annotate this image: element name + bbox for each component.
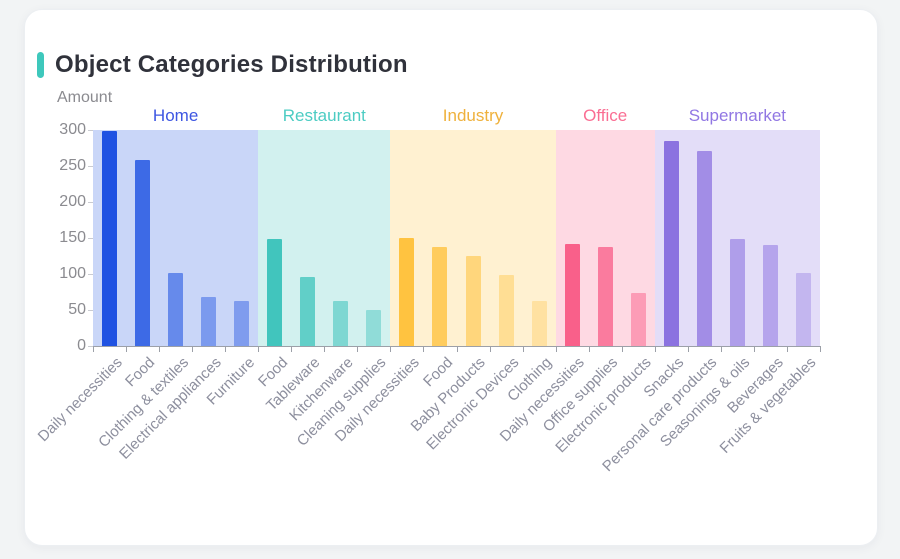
bar[interactable] bbox=[729, 239, 745, 346]
bar[interactable] bbox=[663, 140, 679, 346]
bar[interactable] bbox=[630, 292, 646, 346]
bar[interactable] bbox=[465, 256, 481, 346]
bar[interactable] bbox=[168, 272, 184, 346]
y-axis-tick bbox=[88, 202, 93, 203]
x-axis-tick bbox=[522, 346, 524, 352]
x-axis-tick bbox=[555, 346, 557, 352]
bar[interactable] bbox=[201, 297, 217, 346]
y-tick-label: 200 bbox=[59, 193, 86, 210]
x-axis-tick bbox=[93, 346, 94, 352]
x-axis-tick bbox=[588, 346, 590, 352]
x-axis-tick bbox=[159, 346, 161, 352]
x-axis-tick bbox=[192, 346, 194, 352]
group-label-industry: Industry bbox=[442, 106, 504, 125]
x-axis-tick bbox=[258, 346, 260, 352]
group-label-supermarket: Supermarket bbox=[688, 106, 787, 125]
bar[interactable] bbox=[498, 275, 514, 346]
y-axis-tick bbox=[88, 166, 93, 167]
group-label-restaurant: Restaurant bbox=[282, 106, 366, 125]
bar[interactable] bbox=[399, 238, 415, 346]
group-label-office: Office bbox=[583, 106, 628, 125]
y-axis-tick bbox=[88, 310, 93, 311]
bar[interactable] bbox=[102, 131, 118, 346]
y-axis-title: Amount bbox=[57, 89, 113, 106]
bar[interactable] bbox=[135, 160, 151, 346]
y-tick-label: 0 bbox=[77, 337, 86, 354]
x-axis-tick bbox=[357, 346, 359, 352]
bar[interactable] bbox=[267, 239, 283, 346]
y-axis-tick bbox=[88, 346, 93, 347]
x-axis-tick bbox=[820, 346, 821, 352]
chart-title: Object Categories Distribution bbox=[55, 51, 408, 78]
x-axis-tick bbox=[390, 346, 392, 352]
y-axis-tick bbox=[88, 238, 93, 239]
x-axis-tick bbox=[423, 346, 425, 352]
bar[interactable] bbox=[762, 245, 778, 346]
chart-header: Object Categories Distribution bbox=[37, 50, 408, 80]
x-axis-tick bbox=[489, 346, 491, 352]
y-tick-label: 100 bbox=[59, 265, 86, 282]
y-tick-label: 150 bbox=[59, 229, 86, 246]
bar[interactable] bbox=[795, 273, 811, 346]
x-axis-tick bbox=[456, 346, 458, 352]
y-axis-tick bbox=[88, 130, 93, 131]
bar[interactable] bbox=[531, 301, 547, 346]
title-accent-bar bbox=[37, 52, 44, 78]
x-axis-tick bbox=[720, 346, 722, 352]
x-axis-tick bbox=[324, 346, 326, 352]
x-axis-tick bbox=[291, 346, 293, 352]
y-tick-label: 50 bbox=[68, 301, 86, 318]
bar[interactable] bbox=[300, 276, 316, 346]
bar[interactable] bbox=[564, 243, 580, 346]
y-tick-label: 250 bbox=[59, 157, 86, 174]
x-axis-tick bbox=[621, 346, 623, 352]
x-axis-tick bbox=[126, 346, 128, 352]
x-axis-tick bbox=[654, 346, 656, 352]
bar[interactable] bbox=[696, 150, 712, 346]
x-axis-tick bbox=[786, 346, 788, 352]
x-axis-tick bbox=[687, 346, 689, 352]
group-label-home: Home bbox=[152, 106, 199, 125]
bar[interactable] bbox=[432, 246, 448, 346]
x-axis-tick bbox=[753, 346, 755, 352]
bar[interactable] bbox=[333, 301, 349, 346]
x-axis-tick bbox=[225, 346, 227, 352]
bar[interactable] bbox=[234, 300, 250, 346]
bar[interactable] bbox=[597, 246, 613, 346]
y-tick-label: 300 bbox=[59, 121, 86, 138]
bar[interactable] bbox=[366, 310, 382, 346]
y-axis-tick bbox=[88, 274, 93, 275]
